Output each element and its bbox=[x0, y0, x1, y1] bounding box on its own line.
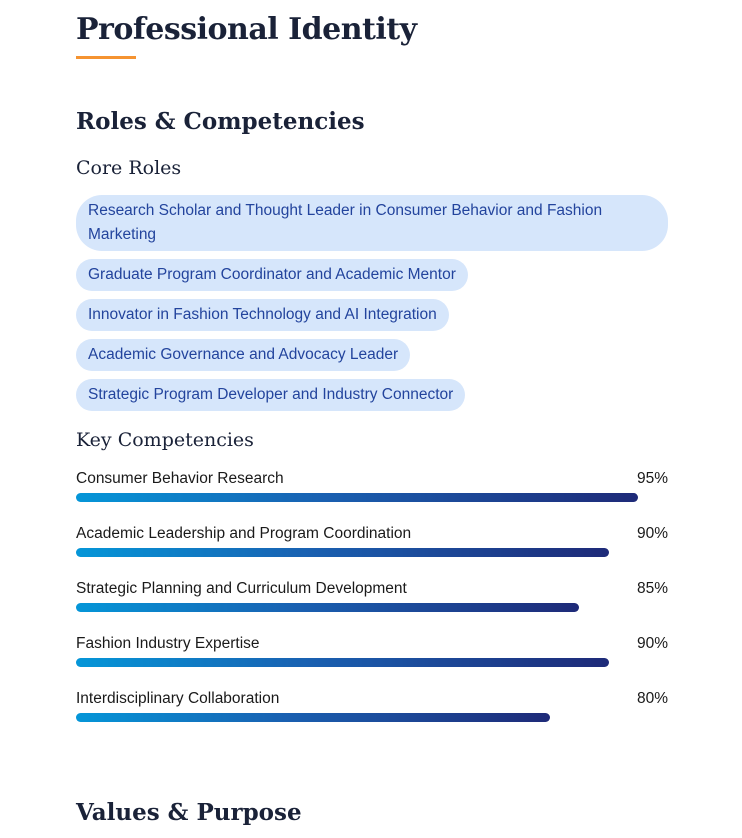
page-title: Professional Identity bbox=[76, 12, 417, 47]
role-pill: Strategic Program Developer and Industry… bbox=[76, 379, 466, 411]
competency-item: Consumer Behavior Research 95% bbox=[76, 470, 668, 510]
competency-bar bbox=[76, 493, 639, 502]
role-pill: Academic Governance and Advocacy Leader bbox=[76, 339, 411, 371]
competency-bar bbox=[76, 548, 609, 557]
competency-bar bbox=[76, 713, 550, 722]
competency-label: Consumer Behavior Research bbox=[76, 470, 284, 487]
values-purpose-heading: Values & Purpose bbox=[76, 799, 302, 826]
competency-bar bbox=[76, 658, 609, 667]
competency-item: Interdisciplinary Collaboration 80% bbox=[76, 690, 668, 730]
competency-percent: 90% bbox=[636, 525, 668, 542]
competency-item: Strategic Planning and Curriculum Develo… bbox=[76, 580, 668, 620]
roles-competencies-heading: Roles & Competencies bbox=[76, 108, 365, 135]
core-roles-heading: Core Roles bbox=[76, 157, 182, 179]
competency-label: Fashion Industry Expertise bbox=[76, 635, 260, 652]
competency-track bbox=[76, 603, 668, 612]
competency-label: Strategic Planning and Curriculum Develo… bbox=[76, 580, 407, 597]
role-pill: Research Scholar and Thought Leader in C… bbox=[76, 195, 668, 251]
competency-track bbox=[76, 493, 668, 502]
competency-item: Fashion Industry Expertise 90% bbox=[76, 635, 668, 675]
competency-percent: 85% bbox=[636, 580, 668, 597]
role-pill: Innovator in Fashion Technology and AI I… bbox=[76, 299, 449, 331]
competency-percent: 95% bbox=[636, 470, 668, 487]
competency-percent: 80% bbox=[636, 690, 668, 707]
competency-track bbox=[76, 658, 668, 667]
core-roles-list: Research Scholar and Thought Leader in C… bbox=[76, 195, 668, 419]
competency-bar bbox=[76, 603, 580, 612]
key-competencies-heading: Key Competencies bbox=[76, 429, 254, 451]
competency-track bbox=[76, 548, 668, 557]
competency-label: Academic Leadership and Program Coordina… bbox=[76, 525, 412, 542]
title-underline bbox=[76, 56, 136, 59]
competency-label: Interdisciplinary Collaboration bbox=[76, 690, 280, 707]
competency-percent: 90% bbox=[636, 635, 668, 652]
competency-track bbox=[76, 713, 668, 722]
role-pill: Graduate Program Coordinator and Academi… bbox=[76, 259, 468, 291]
competency-item: Academic Leadership and Program Coordina… bbox=[76, 525, 668, 565]
